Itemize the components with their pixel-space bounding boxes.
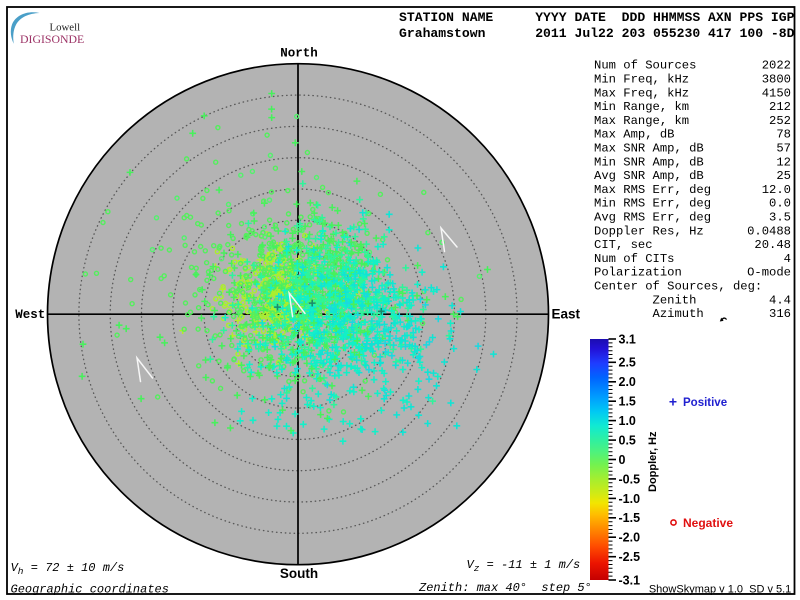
svg-text:2.0: 2.0 bbox=[619, 375, 636, 389]
svg-text:-3.1: -3.1 bbox=[619, 573, 641, 587]
svg-text:316: 316 bbox=[769, 307, 791, 321]
svg-text:3.1: 3.1 bbox=[619, 332, 636, 346]
svg-text:2022: 2022 bbox=[762, 59, 791, 73]
svg-text:0.0488: 0.0488 bbox=[747, 224, 791, 238]
svg-text:Max SNR Amp, dB: Max SNR Amp, dB bbox=[594, 142, 704, 156]
svg-text:252: 252 bbox=[769, 114, 791, 128]
svg-text:4.4: 4.4 bbox=[769, 293, 791, 307]
svg-text:-2.0: -2.0 bbox=[619, 531, 641, 545]
svg-text:ShowSkymap v 1.0 SD v 5.1: ShowSkymap v 1.0 SD v 5.1 bbox=[649, 583, 791, 595]
svg-text:Negative: Negative bbox=[683, 516, 733, 530]
svg-text:Positive: Positive bbox=[683, 397, 727, 409]
svg-text:East: East bbox=[552, 306, 581, 321]
svg-text:25: 25 bbox=[776, 169, 791, 183]
svg-text:0.0: 0.0 bbox=[769, 197, 791, 211]
svg-text:Avg RMS Err, deg: Avg RMS Err, deg bbox=[594, 211, 711, 225]
svg-text:Min SNR Amp, dB: Min SNR Amp, dB bbox=[594, 155, 704, 169]
svg-text:3800: 3800 bbox=[762, 73, 791, 87]
svg-text:2011 Jul22 203 055230 417 100: 2011 Jul22 203 055230 417 100 -8D bbox=[535, 26, 794, 41]
svg-text:78: 78 bbox=[776, 128, 791, 142]
svg-text:Doppler, Hz: Doppler, Hz bbox=[647, 431, 659, 492]
svg-text:Doppler Res, Hz: Doppler Res, Hz bbox=[594, 224, 704, 238]
svg-text:-0.5: -0.5 bbox=[619, 472, 641, 486]
svg-text:Zenith: max 40° step 5°: Zenith: max 40° step 5° bbox=[418, 581, 592, 595]
svg-text:-1.0: -1.0 bbox=[619, 492, 641, 506]
svg-text:Max Freq, kHz: Max Freq, kHz bbox=[594, 86, 689, 100]
svg-text:YYYY DATE DDD HHMMSS AXN PPS: YYYY DATE DDD HHMMSS AXN PPS IGP bbox=[535, 10, 794, 25]
svg-text:-2.5: -2.5 bbox=[619, 550, 641, 564]
svg-text:STATION NAME: STATION NAME bbox=[399, 10, 493, 25]
svg-text:Min Freq, kHz: Min Freq, kHz bbox=[594, 73, 689, 87]
svg-text:4150: 4150 bbox=[762, 86, 791, 100]
svg-text:Polarization: Polarization bbox=[594, 266, 682, 280]
svg-text:Center of Sources, deg:: Center of Sources, deg: bbox=[594, 280, 762, 294]
svg-text:Geographic coordinates: Geographic coordinates bbox=[11, 583, 169, 597]
svg-text:3.5: 3.5 bbox=[769, 211, 791, 225]
svg-text:2.5: 2.5 bbox=[619, 356, 636, 370]
svg-text:12: 12 bbox=[776, 155, 791, 169]
svg-text:Max Amp, dB: Max Amp, dB bbox=[594, 128, 674, 142]
svg-text:+: + bbox=[669, 394, 677, 410]
svg-text:0: 0 bbox=[619, 453, 626, 467]
svg-text:Zenith: Zenith bbox=[594, 293, 696, 307]
svg-text:1.5: 1.5 bbox=[619, 395, 636, 409]
svg-text:Avg SNR Amp, dB: Avg SNR Amp, dB bbox=[594, 169, 704, 183]
svg-text:North: North bbox=[280, 47, 318, 61]
svg-text:Max RMS Err, deg: Max RMS Err, deg bbox=[594, 183, 711, 197]
svg-text:-1.5: -1.5 bbox=[619, 511, 641, 525]
svg-text:Num of Sources: Num of Sources bbox=[594, 59, 696, 73]
svg-text:Grahamstown: Grahamstown bbox=[399, 26, 486, 41]
svg-text:0.5: 0.5 bbox=[619, 434, 636, 448]
svg-text:212: 212 bbox=[769, 100, 791, 114]
svg-text:Min Range, km: Min Range, km bbox=[594, 100, 689, 114]
svg-text:South: South bbox=[280, 566, 318, 581]
svg-text:Max Range, km: Max Range, km bbox=[594, 114, 689, 128]
svg-text:Lowell: Lowell bbox=[50, 22, 81, 34]
svg-text:12.0: 12.0 bbox=[762, 183, 791, 197]
svg-text:Azimuth: Azimuth bbox=[594, 307, 704, 321]
svg-text:Vz = -11 ± 1 m/s: Vz = -11 ± 1 m/s bbox=[467, 558, 581, 574]
svg-text:Vh = 72 ± 10 m/s: Vh = 72 ± 10 m/s bbox=[11, 561, 125, 577]
svg-text:1.0: 1.0 bbox=[619, 414, 636, 428]
svg-text:20.48: 20.48 bbox=[754, 238, 791, 252]
svg-text:West: West bbox=[15, 308, 45, 322]
svg-text:O-mode: O-mode bbox=[747, 266, 791, 280]
svg-text:CIT, sec: CIT, sec bbox=[594, 238, 653, 252]
svg-text:4: 4 bbox=[784, 252, 791, 266]
svg-text:Num of CITs: Num of CITs bbox=[594, 252, 674, 266]
svg-text:Min RMS Err, deg: Min RMS Err, deg bbox=[594, 197, 711, 211]
svg-text:DIGISONDE: DIGISONDE bbox=[20, 32, 84, 46]
svg-text:57: 57 bbox=[776, 142, 791, 156]
